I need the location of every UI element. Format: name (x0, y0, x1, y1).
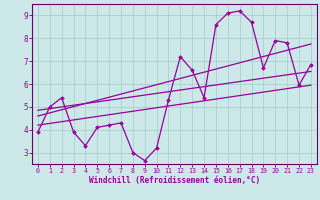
X-axis label: Windchill (Refroidissement éolien,°C): Windchill (Refroidissement éolien,°C) (89, 176, 260, 185)
